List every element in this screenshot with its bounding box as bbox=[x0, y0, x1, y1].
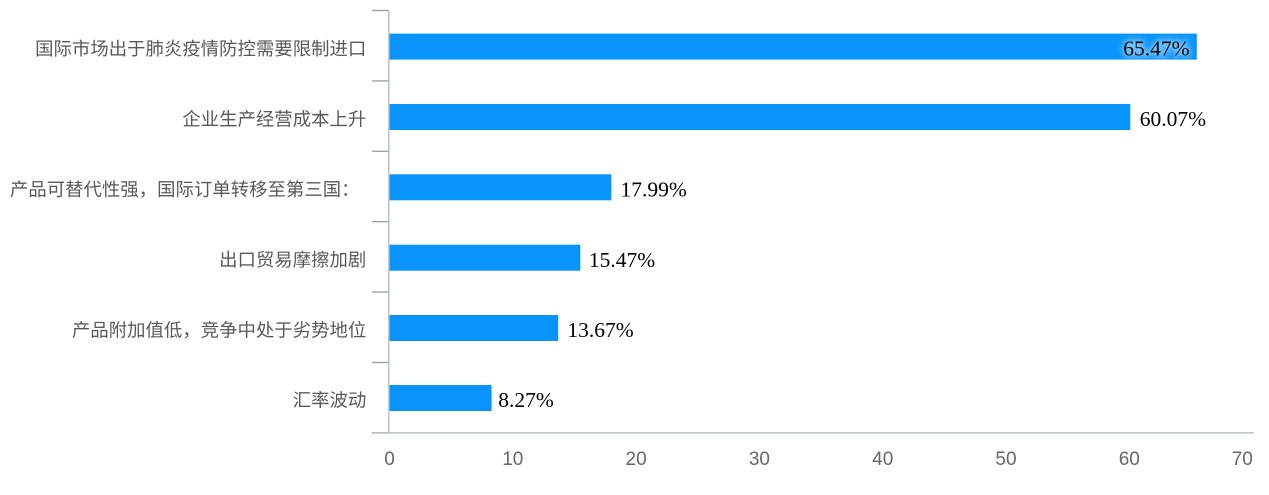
svg-text:10: 10 bbox=[502, 449, 523, 470]
svg-text:65.47%: 65.47% bbox=[1123, 37, 1189, 61]
svg-text:70: 70 bbox=[1232, 449, 1253, 470]
svg-text:60: 60 bbox=[1119, 449, 1140, 470]
svg-text:15.47%: 15.47% bbox=[589, 248, 655, 272]
svg-text:60.07%: 60.07% bbox=[1140, 107, 1206, 131]
svg-text:30: 30 bbox=[749, 449, 770, 470]
svg-text:65.47%: 65.47% bbox=[1123, 37, 1189, 61]
svg-text:17.99%: 17.99% bbox=[621, 177, 687, 201]
svg-text:20: 20 bbox=[626, 449, 647, 470]
svg-text:13.67%: 13.67% bbox=[567, 318, 633, 342]
svg-text:8.27%: 8.27% bbox=[498, 388, 554, 412]
svg-text:0: 0 bbox=[384, 449, 395, 470]
svg-text:50: 50 bbox=[995, 449, 1016, 470]
svg-text:40: 40 bbox=[872, 449, 893, 470]
